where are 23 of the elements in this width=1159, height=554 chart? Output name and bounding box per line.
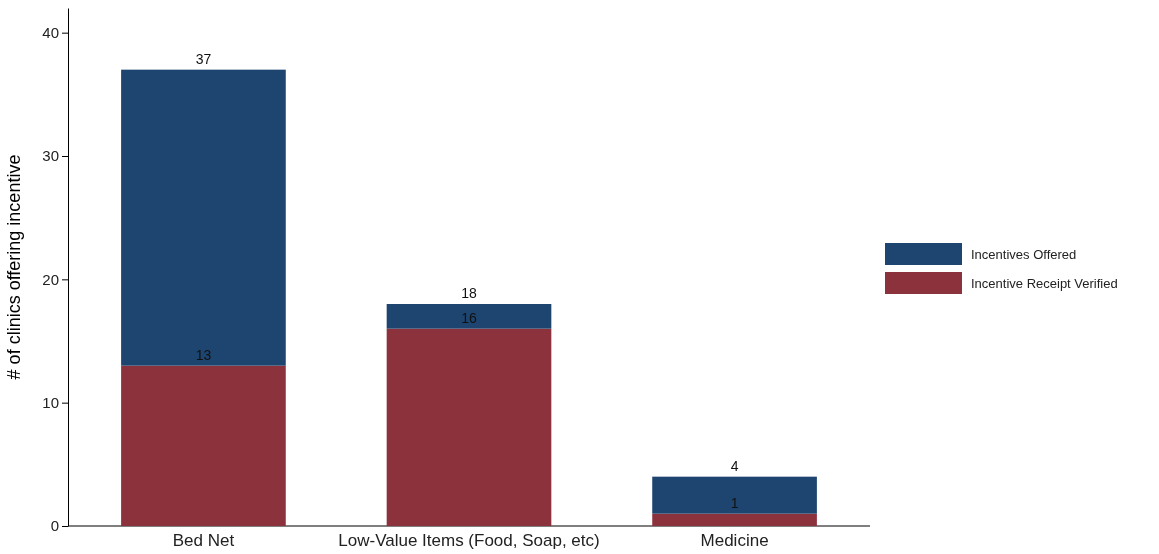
y-tick-label: 20 xyxy=(42,270,59,288)
y-axis-title: # of clinics offering incentive xyxy=(4,154,24,380)
data-label: 13 xyxy=(195,346,212,363)
x-tick-label: Medicine xyxy=(700,531,769,551)
bar xyxy=(386,328,552,526)
bar xyxy=(652,476,817,514)
data-label: 1 xyxy=(730,494,739,511)
text: Incentive Receipt Verified xyxy=(971,276,1118,291)
data-label: 16 xyxy=(461,309,477,326)
y-tick-label: 10 xyxy=(42,393,59,411)
y-tick-label: 40 xyxy=(42,23,59,41)
total-label: 4 xyxy=(730,457,739,474)
y-tick-label: 30 xyxy=(42,147,59,165)
bar xyxy=(386,304,552,329)
bar xyxy=(121,69,286,366)
y-tick-label: 0 xyxy=(50,517,59,535)
x-tick-label: Low-Value Items (Food, Soap, etc) xyxy=(338,531,600,551)
x-tick-label: Bed Net xyxy=(172,531,235,551)
total-label: 37 xyxy=(195,50,212,67)
bar xyxy=(652,513,817,526)
bar xyxy=(121,365,286,526)
total-label: 18 xyxy=(461,285,477,301)
text: Incentives Offered xyxy=(971,247,1077,262)
